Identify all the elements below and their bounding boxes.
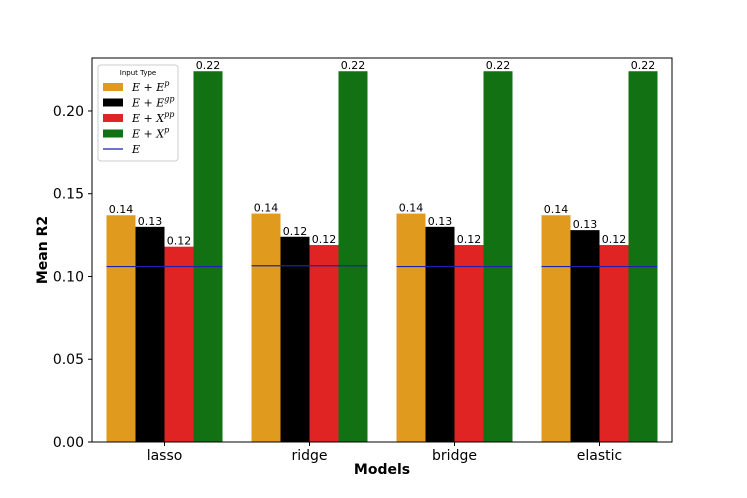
bars-layer bbox=[106, 71, 658, 442]
legend-label-4: E + Xp bbox=[131, 126, 169, 141]
bar-ridge-2 bbox=[280, 236, 310, 442]
data-label-ridge-3: 0.12 bbox=[312, 233, 337, 246]
legend-label-3: E + Xpp bbox=[131, 110, 174, 125]
x-tick-label-elastic: elastic bbox=[577, 448, 622, 464]
x-tick-label-ridge: ridge bbox=[291, 448, 327, 464]
data-label-ridge-4: 0.22 bbox=[341, 59, 366, 72]
data-label-bridge-1: 0.14 bbox=[399, 202, 424, 215]
legend-swatch-4 bbox=[103, 129, 123, 138]
data-label-lasso-4: 0.22 bbox=[196, 59, 221, 72]
data-label-elastic-3: 0.12 bbox=[602, 233, 627, 246]
bar-bridge-1 bbox=[396, 213, 426, 442]
legend-title: Input Type bbox=[120, 69, 156, 77]
legend-label-5: E bbox=[131, 143, 140, 156]
y-tick-label: 0.10 bbox=[53, 269, 84, 285]
legend-swatch-3 bbox=[103, 114, 123, 122]
bar-bridge-2 bbox=[425, 226, 455, 442]
bar-ridge-3 bbox=[309, 245, 339, 442]
legend-label-1: E + Ep bbox=[131, 79, 169, 94]
bar-lasso-3 bbox=[164, 246, 194, 442]
data-label-bridge-4: 0.22 bbox=[486, 59, 511, 72]
y-tick-label: 0.00 bbox=[53, 435, 84, 451]
y-axis: 0.00 0.05 0.10 0.15 0.20 bbox=[53, 104, 92, 451]
x-axis: lasso ridge bridge elastic bbox=[147, 442, 622, 464]
data-label-bridge-2: 0.13 bbox=[428, 215, 453, 228]
y-tick-label: 0.05 bbox=[53, 352, 84, 368]
data-label-ridge-2: 0.12 bbox=[283, 225, 308, 238]
legend-swatch-1 bbox=[103, 83, 123, 91]
y-tick-label: 0.15 bbox=[53, 187, 84, 203]
y-tick-label: 0.20 bbox=[53, 104, 84, 120]
bar-ridge-4 bbox=[338, 71, 368, 442]
bar-ridge-1 bbox=[251, 213, 281, 442]
baseline-layer bbox=[106, 265, 658, 268]
x-axis-title: Models bbox=[354, 462, 410, 478]
data-label-elastic-2: 0.13 bbox=[573, 218, 598, 231]
bar-bridge-3 bbox=[454, 245, 484, 442]
legend-label-2: E + Egp bbox=[131, 95, 175, 110]
bar-lasso-2 bbox=[135, 226, 165, 442]
data-label-bridge-3: 0.12 bbox=[457, 233, 482, 246]
bar-elastic-3 bbox=[599, 245, 629, 442]
data-label-lasso-1: 0.14 bbox=[109, 203, 134, 216]
x-tick-label-lasso: lasso bbox=[147, 448, 183, 464]
data-labels-layer: 0.14 0.13 0.12 0.22 0.14 0.12 0.12 0.22 0.14 0.13… bbox=[109, 59, 656, 247]
bar-elastic-1 bbox=[541, 215, 571, 442]
bar-lasso-4 bbox=[193, 71, 223, 442]
bar-lasso-1 bbox=[106, 215, 136, 442]
legend-swatch-2 bbox=[103, 98, 123, 107]
y-axis-title: Mean R2 bbox=[35, 216, 51, 284]
plot-frame bbox=[91, 57, 673, 443]
data-label-elastic-1: 0.14 bbox=[544, 203, 569, 216]
data-label-lasso-3: 0.12 bbox=[167, 235, 192, 248]
bar-bridge-4 bbox=[483, 71, 513, 442]
data-label-ridge-1: 0.14 bbox=[254, 202, 279, 215]
data-label-elastic-4: 0.22 bbox=[631, 59, 656, 72]
bar-elastic-4 bbox=[628, 71, 658, 442]
bar-elastic-2 bbox=[570, 230, 600, 442]
x-tick-label-bridge: bridge bbox=[432, 448, 477, 464]
data-label-lasso-2: 0.13 bbox=[138, 215, 163, 228]
